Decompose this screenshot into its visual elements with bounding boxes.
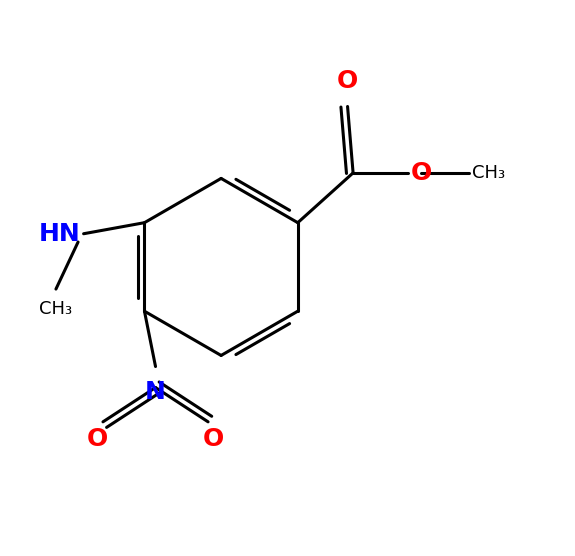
Text: CH₃: CH₃ xyxy=(39,300,72,318)
Text: O: O xyxy=(337,69,358,93)
Text: HN: HN xyxy=(39,222,81,246)
Text: O: O xyxy=(203,428,224,451)
Text: CH₃: CH₃ xyxy=(472,164,505,182)
Text: O: O xyxy=(87,428,108,451)
Text: N: N xyxy=(145,380,166,404)
Text: O: O xyxy=(411,161,432,185)
